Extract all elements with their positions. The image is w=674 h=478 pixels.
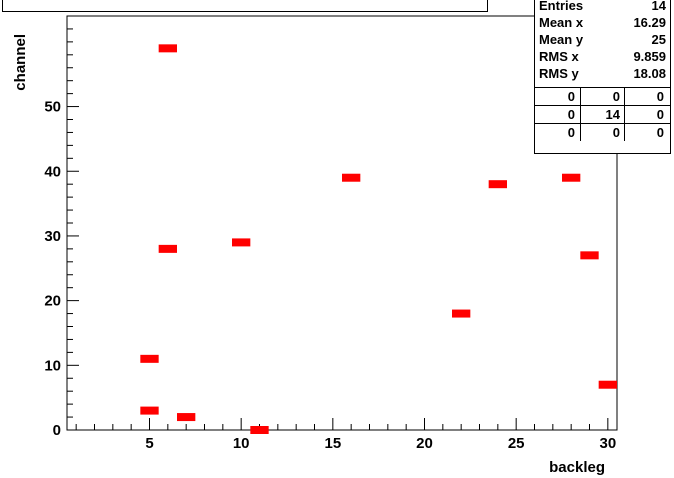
stats-meany-row: Mean y 25 — [535, 31, 670, 48]
overflow-row-middle: 0 14 0 — [535, 105, 670, 123]
data-point-marker — [177, 413, 196, 422]
x-tick-label: 15 — [324, 435, 341, 452]
y-tick-label: 40 — [44, 163, 61, 180]
stats-rmsx-row: RMS x 9.859 — [535, 48, 670, 65]
y-tick-label: 20 — [44, 293, 61, 310]
data-point-marker — [342, 173, 361, 182]
stats-box: Entries 14 Mean x 16.29 Mean y 25 RMS x … — [534, 0, 671, 154]
y-tick-label: 30 — [44, 228, 61, 245]
overflow-row-bottom: 0 0 0 — [535, 123, 670, 141]
stats-meanx-value: 16.29 — [633, 15, 666, 30]
data-point-marker — [580, 251, 599, 260]
y-tick-label: 50 — [44, 99, 61, 116]
x-tick-label: 30 — [599, 435, 616, 452]
data-point-marker — [488, 180, 507, 189]
data-point-marker — [140, 354, 159, 363]
stats-rmsx-label: RMS x — [539, 49, 579, 64]
stats-entries-row: Entries 14 — [535, 0, 670, 14]
stats-rmsy-row: RMS y 18.08 — [535, 65, 670, 82]
overflow-cell: 0 — [656, 107, 664, 122]
stats-meany-label: Mean y — [539, 32, 584, 47]
overflow-cell: 14 — [605, 107, 620, 122]
x-tick-label: 10 — [233, 435, 250, 452]
x-tick-label: 20 — [416, 435, 433, 452]
stats-entries-value: 14 — [651, 0, 666, 13]
overflow-cell: 0 — [567, 107, 575, 122]
stats-meany-value: 25 — [651, 32, 666, 47]
stats-meanx-label: Mean x — [539, 15, 584, 30]
x-tick-label: 25 — [508, 435, 525, 452]
data-point-marker — [562, 173, 581, 182]
overflow-cell: 0 — [567, 125, 575, 140]
y-tick-label: 10 — [44, 357, 61, 374]
stats-rmsy-value: 18.08 — [633, 66, 666, 81]
overflow-row-top: 0 0 0 — [535, 87, 670, 105]
title-box — [2, 0, 488, 12]
stats-rmsy-label: RMS y — [539, 66, 579, 81]
stats-entries-label: Entries — [539, 0, 584, 13]
data-point-marker — [158, 244, 177, 253]
data-point-marker — [250, 426, 269, 434]
data-point-marker — [158, 44, 177, 53]
data-point-marker — [232, 238, 251, 247]
overflow-cell: 0 — [656, 89, 664, 104]
x-axis-label: backleg — [549, 459, 605, 476]
overflow-cell: 0 — [612, 89, 620, 104]
stats-meanx-row: Mean x 16.29 — [535, 14, 670, 31]
overflow-cell: 0 — [656, 125, 664, 140]
stats-rmsx-value: 9.859 — [633, 49, 666, 64]
overflow-cell: 0 — [567, 89, 575, 104]
overflow-cell: 0 — [612, 125, 620, 140]
x-tick-label: 5 — [145, 435, 153, 452]
data-point-marker — [140, 406, 159, 415]
data-point-marker — [452, 309, 471, 318]
y-axis-label: channel — [12, 34, 29, 91]
y-tick-label: 0 — [53, 422, 61, 439]
data-point-marker — [598, 380, 617, 389]
